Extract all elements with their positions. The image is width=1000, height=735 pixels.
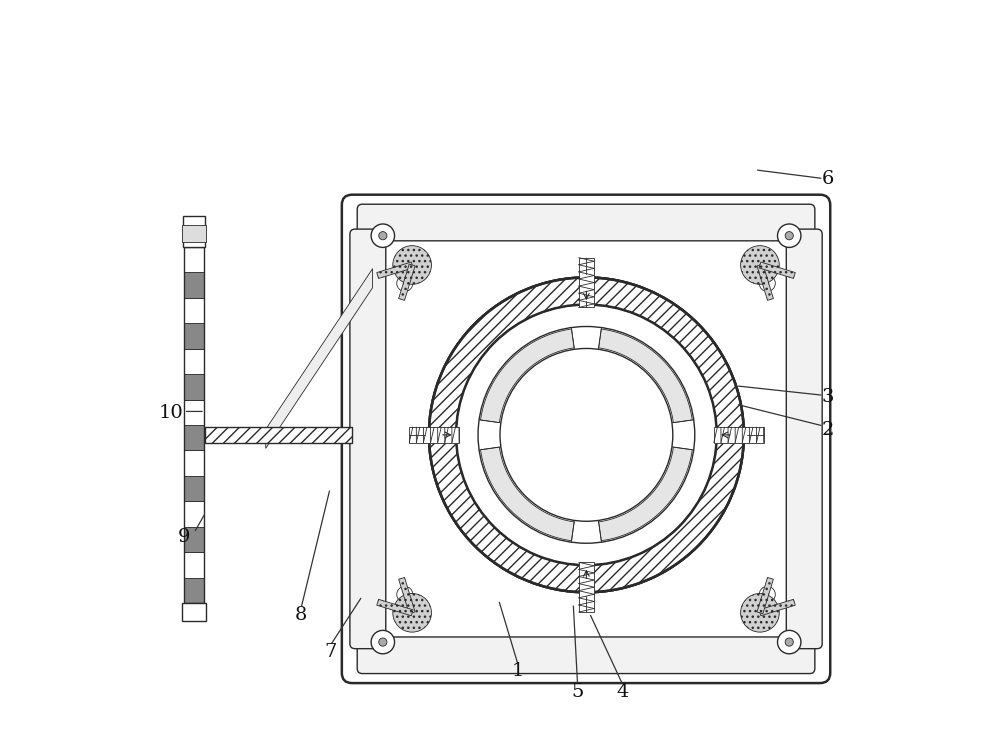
Bar bbox=[184, 323, 204, 348]
FancyBboxPatch shape bbox=[350, 229, 386, 649]
Bar bbox=[184, 527, 204, 552]
Polygon shape bbox=[759, 262, 795, 279]
Circle shape bbox=[371, 224, 395, 248]
Circle shape bbox=[778, 224, 801, 248]
Polygon shape bbox=[599, 447, 692, 541]
Circle shape bbox=[379, 638, 387, 646]
Bar bbox=[184, 374, 204, 400]
Bar bbox=[184, 272, 204, 298]
Text: 1: 1 bbox=[512, 662, 524, 680]
Bar bbox=[184, 298, 204, 323]
Bar bbox=[184, 400, 204, 425]
Text: 4: 4 bbox=[617, 683, 629, 701]
Circle shape bbox=[759, 275, 775, 291]
Bar bbox=[184, 476, 204, 501]
Bar bbox=[184, 451, 204, 476]
Circle shape bbox=[393, 593, 431, 632]
Text: 3: 3 bbox=[822, 388, 834, 406]
Polygon shape bbox=[205, 427, 352, 443]
Circle shape bbox=[371, 631, 395, 654]
Bar bbox=[579, 258, 594, 307]
Bar bbox=[184, 552, 204, 578]
Circle shape bbox=[785, 638, 793, 646]
Circle shape bbox=[785, 232, 793, 240]
Text: 5: 5 bbox=[571, 683, 584, 701]
Polygon shape bbox=[377, 599, 413, 616]
Bar bbox=[184, 348, 204, 374]
FancyBboxPatch shape bbox=[357, 637, 815, 673]
Bar bbox=[184, 578, 204, 603]
Circle shape bbox=[393, 245, 431, 284]
Polygon shape bbox=[759, 599, 795, 616]
Polygon shape bbox=[399, 264, 415, 301]
Polygon shape bbox=[481, 447, 574, 541]
Text: 7: 7 bbox=[324, 642, 336, 661]
Polygon shape bbox=[757, 578, 773, 614]
FancyBboxPatch shape bbox=[786, 229, 822, 649]
Polygon shape bbox=[599, 329, 692, 423]
Bar bbox=[409, 427, 459, 442]
Bar bbox=[184, 247, 204, 272]
Circle shape bbox=[429, 277, 744, 592]
Bar bbox=[714, 427, 764, 442]
Circle shape bbox=[397, 587, 413, 603]
Text: 8: 8 bbox=[295, 606, 307, 624]
Text: 2: 2 bbox=[822, 420, 834, 439]
Polygon shape bbox=[377, 262, 413, 279]
Circle shape bbox=[759, 587, 775, 603]
Circle shape bbox=[741, 245, 779, 284]
FancyBboxPatch shape bbox=[357, 204, 815, 241]
Bar bbox=[182, 226, 206, 243]
Bar bbox=[579, 562, 594, 612]
Circle shape bbox=[397, 275, 413, 291]
Circle shape bbox=[741, 593, 779, 632]
Polygon shape bbox=[481, 329, 574, 423]
Bar bbox=[184, 425, 204, 451]
Text: 9: 9 bbox=[177, 528, 190, 546]
Circle shape bbox=[379, 232, 387, 240]
Circle shape bbox=[778, 631, 801, 654]
Polygon shape bbox=[266, 269, 373, 448]
Text: 6: 6 bbox=[822, 170, 834, 187]
Bar bbox=[182, 603, 206, 621]
Text: 10: 10 bbox=[158, 404, 183, 422]
Bar bbox=[184, 247, 204, 603]
Polygon shape bbox=[399, 578, 415, 614]
Bar bbox=[184, 501, 204, 527]
FancyBboxPatch shape bbox=[342, 195, 830, 683]
Polygon shape bbox=[757, 264, 773, 301]
Bar bbox=[183, 216, 205, 247]
